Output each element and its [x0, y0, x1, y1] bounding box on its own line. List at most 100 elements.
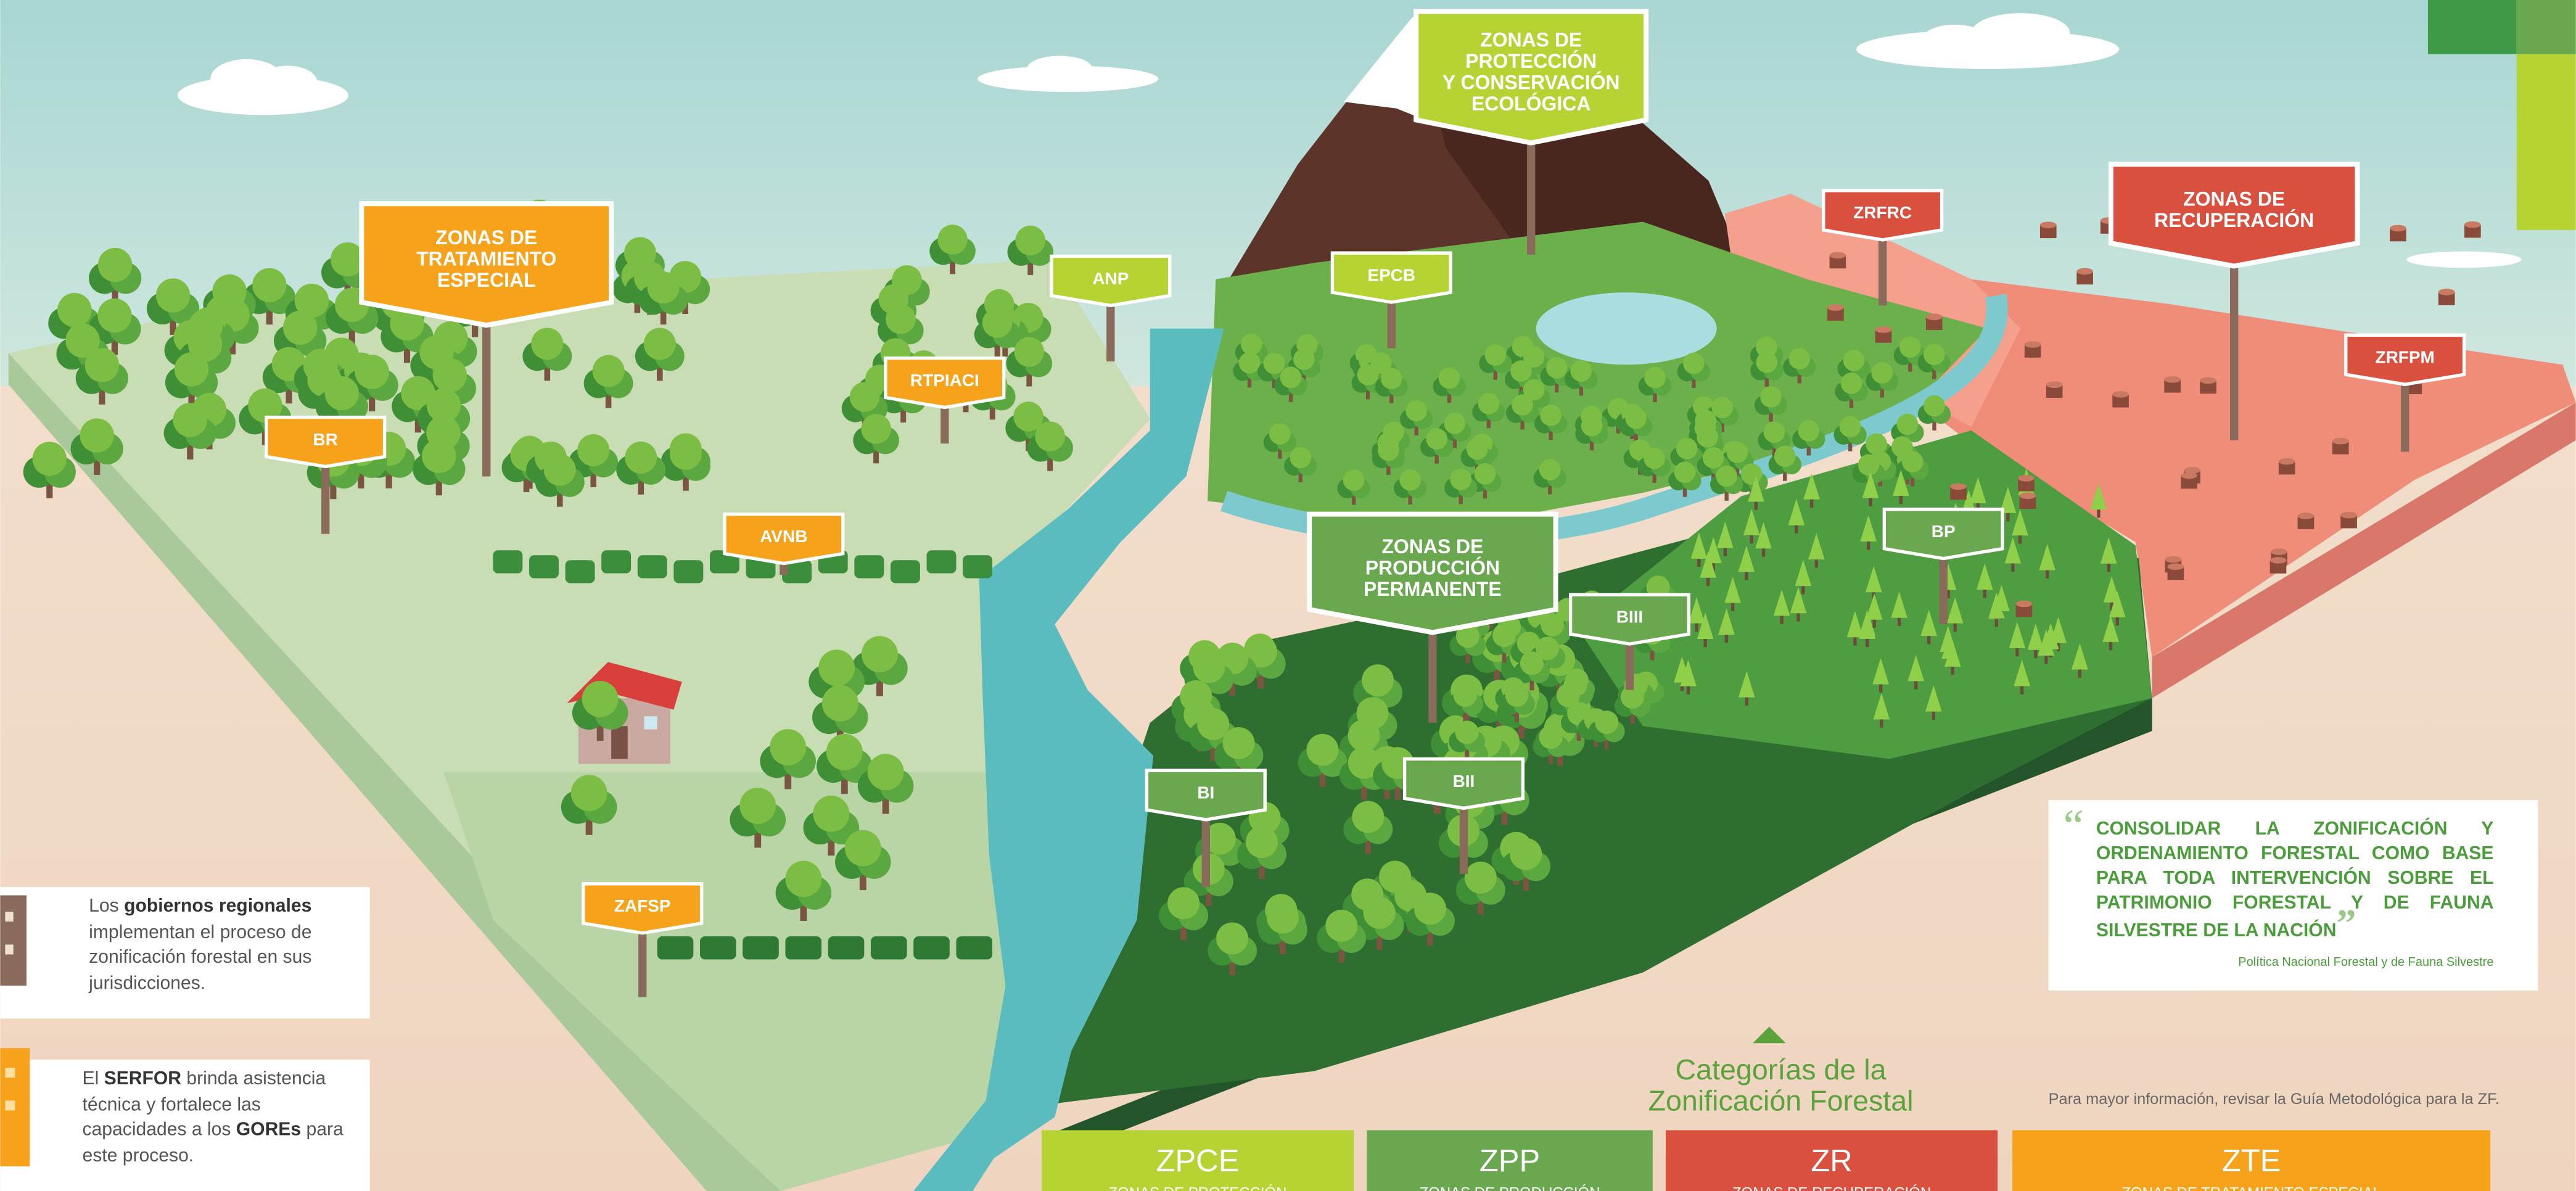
tree-crown — [1541, 613, 1564, 637]
sign-pole — [1202, 810, 1210, 887]
pine-trunk — [1697, 559, 1700, 567]
info-segment: El — [83, 1069, 104, 1089]
tree-crown — [1697, 426, 1718, 448]
tree-crown — [1455, 720, 1479, 744]
pine-trunk — [1695, 624, 1698, 632]
info-area: Los gobiernos regionales implementan el … — [79, 896, 366, 1014]
stump-top — [1950, 484, 1967, 490]
tree-crown — [1035, 421, 1064, 451]
stump-top — [2020, 492, 2036, 499]
info-segment: gobiernos regionales — [124, 897, 311, 917]
tree-crown — [1716, 466, 1737, 487]
pine-trunk — [1869, 498, 1872, 506]
pine-trunk — [1983, 590, 1986, 598]
pine-trunk — [1724, 548, 1727, 556]
grass — [927, 550, 957, 573]
tree-crown — [1902, 451, 1924, 472]
tree-crown — [1840, 416, 1861, 437]
info-text: Los gobiernos regionales implementan el … — [79, 896, 366, 997]
tree-crown — [1505, 683, 1529, 707]
sign-label: Y CONSERVACIÓN — [1442, 71, 1620, 93]
tree-crown — [1872, 362, 1893, 384]
quote-open: “ — [2064, 808, 2084, 854]
tab-name: ZONAS DE RECUPERACIÓN — [1732, 1185, 1931, 1191]
tree-crown — [531, 328, 563, 360]
tree-crown — [1241, 334, 1262, 355]
tree-crown — [1465, 862, 1497, 894]
grass — [566, 560, 595, 583]
info-segment: SERFOR — [104, 1069, 181, 1089]
stump-top — [2165, 556, 2182, 563]
tree-crown — [1764, 421, 1785, 443]
tree-crown — [1858, 454, 1880, 476]
sign-code: BIII — [1616, 607, 1644, 626]
stump-top — [2112, 391, 2129, 398]
building-icon — [0, 1048, 30, 1166]
quote-body: CONSOLIDAR LA ZONIFICACIÓN Y ORDENAMIENT… — [2096, 820, 2494, 941]
tree-crown — [85, 348, 119, 382]
stump-top — [2164, 376, 2181, 383]
pine-trunk — [2015, 648, 2018, 656]
sign-label: PERMANENTE — [1364, 578, 1502, 600]
tree-crown — [770, 729, 806, 765]
pine-trunk — [1815, 559, 1818, 567]
tree-crown — [845, 830, 881, 867]
tree-crown — [1239, 352, 1261, 374]
tree-crown — [1378, 440, 1399, 461]
grass — [493, 550, 522, 573]
sign-pole — [482, 302, 490, 476]
tree-crown — [175, 352, 208, 386]
quote-close: ” — [2336, 904, 2356, 946]
tree-crown — [861, 414, 891, 443]
stump-top — [2018, 475, 2035, 482]
pine-trunk — [1954, 624, 1957, 632]
tree-crown — [1267, 902, 1299, 934]
tree-crown — [1899, 336, 1921, 358]
tree-crown — [1216, 923, 1248, 955]
tree-crown — [1290, 447, 1312, 469]
sign-pole — [2401, 374, 2409, 451]
pine-trunk — [1731, 603, 1734, 611]
pine-trunk — [1703, 639, 1706, 647]
quote-source: Política Nacional Forestal y de Fauna Si… — [2096, 954, 2494, 969]
sign-label: PROTECCIÓN — [1465, 50, 1597, 72]
sign-code: AVNB — [760, 527, 807, 546]
tree-crown — [1581, 415, 1603, 437]
tree-crown — [818, 649, 855, 686]
tree-crown — [1539, 725, 1563, 749]
pine-trunk — [1745, 698, 1748, 706]
tab-name: ZONAS DE PROTECCIÓN — [1109, 1185, 1287, 1191]
pine-trunk — [2109, 642, 2112, 650]
grass — [657, 936, 694, 959]
tree-crown — [1760, 386, 1782, 408]
pine-trunk — [1951, 667, 1954, 675]
pine-trunk — [1810, 500, 1813, 508]
tree-crown — [822, 685, 858, 722]
tree-crown — [1644, 367, 1666, 389]
grass — [529, 555, 559, 578]
pine-trunk — [1866, 639, 1869, 647]
tree-crown — [1467, 439, 1488, 460]
tree-crown — [544, 454, 576, 486]
grass — [638, 555, 667, 578]
pine-trunk — [1780, 616, 1783, 624]
tree-crown — [1727, 442, 1748, 463]
tree-crown — [1924, 395, 1945, 417]
tree-crown — [1683, 353, 1705, 374]
tree-crown — [1325, 910, 1357, 942]
pine-trunk — [1872, 620, 1875, 628]
tab-code: ZTE — [2222, 1143, 2281, 1178]
stump-top — [2464, 221, 2481, 228]
tree-crown — [1167, 887, 1200, 919]
tree-crown — [1439, 368, 1460, 389]
grass — [700, 936, 736, 959]
stump-top — [1875, 326, 1892, 333]
tree-crown — [252, 268, 286, 302]
tree-crown — [850, 382, 879, 411]
stump-top — [2168, 563, 2184, 570]
tree-crown — [1362, 664, 1394, 696]
grass — [673, 560, 703, 583]
tree-crown — [156, 278, 190, 312]
pine-trunk — [1795, 525, 1798, 534]
tree-crown — [422, 439, 456, 473]
